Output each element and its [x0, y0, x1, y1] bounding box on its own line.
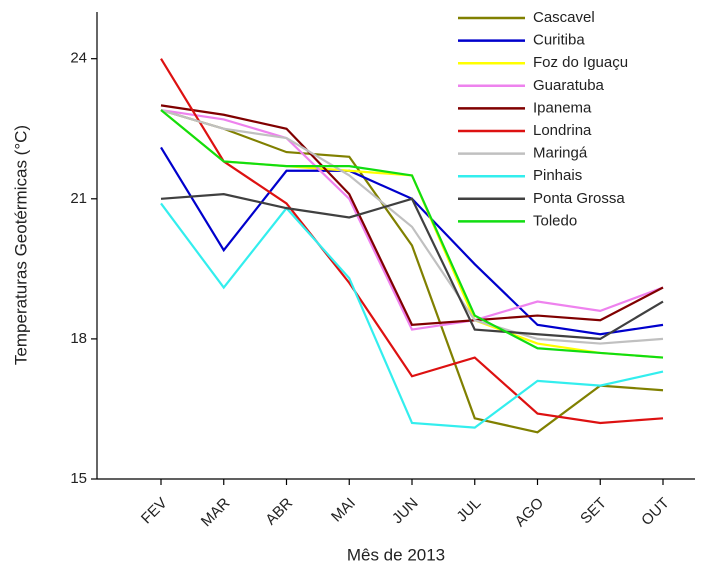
x-tick-label: JUL	[453, 495, 484, 526]
legend-label: Guaratuba	[533, 77, 605, 94]
x-tick-label: MAI	[328, 495, 359, 526]
legend-label: Pinhais	[533, 167, 582, 184]
series-line	[160, 109, 664, 359]
x-tick-label: SET	[577, 495, 610, 528]
series-line	[160, 202, 664, 429]
x-tick-label: ABR	[262, 494, 296, 528]
legend-label: Londrina	[533, 122, 592, 139]
y-tick-label: 15	[70, 470, 87, 487]
series-line	[160, 58, 664, 425]
legend-label: Foz do Iguaçu	[533, 54, 628, 71]
x-tick-label: MAR	[198, 495, 234, 531]
legend-label: Ipanema	[533, 99, 592, 116]
legend-label: Maringá	[533, 145, 588, 162]
y-tick-label: 21	[70, 190, 87, 207]
legend-label: Toledo	[533, 212, 577, 229]
x-tick-label: FEV	[138, 495, 171, 528]
y-tick-label: 24	[70, 50, 87, 67]
legend-label: Ponta Grossa	[533, 190, 625, 207]
y-axis-title: Temperaturas Geotérmicas (°C)	[11, 125, 30, 365]
series-line	[160, 109, 664, 345]
x-tick-label: AGO	[512, 495, 548, 531]
series-line	[160, 104, 664, 327]
legend-label: Cascavel	[533, 9, 595, 26]
x-tick-label: OUT	[638, 495, 672, 529]
series-line	[160, 108, 664, 331]
legend-label: Curitiba	[533, 32, 585, 49]
y-tick-label: 18	[70, 330, 87, 347]
x-tick-label: JUN	[389, 495, 422, 528]
x-axis-title: Mês de 2013	[347, 545, 445, 564]
series-line	[160, 193, 664, 341]
series-line	[160, 109, 664, 434]
